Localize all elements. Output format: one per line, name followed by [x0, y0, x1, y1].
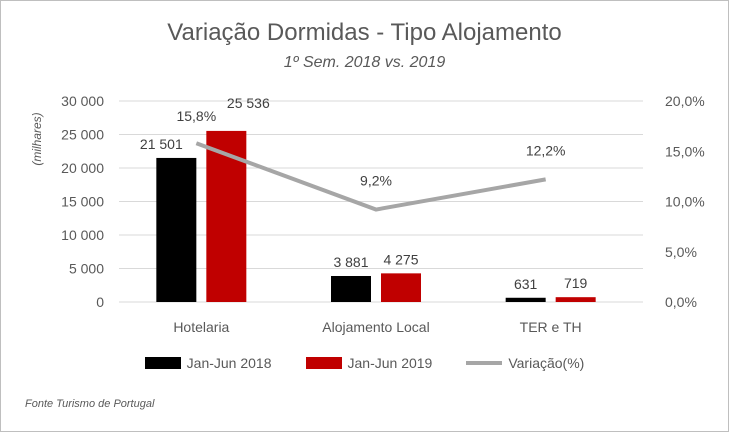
chart-title: Variação Dormidas - Tipo Alojamento: [167, 19, 562, 46]
bar-2019: [381, 273, 421, 302]
legend: Jan-Jun 2018 Jan-Jun 2019 Variação(%): [1, 355, 728, 371]
y-tick-label: 25 000: [61, 127, 104, 143]
legend-swatch: [144, 357, 181, 369]
bar-2019: [206, 130, 247, 302]
legend-label: Jan-Jun 2018: [186, 355, 272, 371]
line-data-label: 15,8%: [176, 108, 216, 124]
source-note: Fonte Turismo de Portugal: [25, 398, 155, 410]
y2-tick-label: 15,0%: [665, 143, 705, 159]
bar-2018: [156, 157, 197, 302]
y-tick-label: 10 000: [61, 227, 104, 243]
data-label: 4 275: [383, 251, 418, 267]
data-label: 3 881: [333, 254, 368, 270]
y-tick-label: 0: [96, 294, 104, 310]
legend-swatch: [305, 357, 342, 369]
bar-2018: [331, 275, 371, 302]
y-tick-label: 15 000: [61, 194, 104, 210]
y-tick-label: 30 000: [61, 93, 104, 109]
y2-tick-label: 5,0%: [665, 244, 697, 260]
plot-area: 0 5 000 10 000 15 000 20 000 25 000 30 000 0,0%…: [30, 93, 705, 335]
y2-tick-label: 0,0%: [665, 294, 697, 310]
legend-label: Variação(%): [508, 355, 585, 371]
y-axis-label: (milhares): [30, 112, 44, 165]
line-data-label: 9,2%: [360, 173, 392, 189]
data-label: 21 501: [140, 136, 183, 152]
line-data-label: 12,2%: [526, 142, 566, 158]
x-tick-label: Hotelaria: [173, 319, 229, 335]
data-label: 719: [564, 275, 588, 291]
legend-line: [466, 361, 503, 365]
chart-subtitle: 1º Sem. 2018 vs. 2019: [283, 54, 446, 71]
data-label: 631: [514, 276, 538, 292]
data-label: 25 536: [227, 95, 270, 111]
bar-2018: [505, 297, 546, 302]
legend-item-variacao: Variação(%): [466, 355, 584, 371]
y2-tick-label: 10,0%: [665, 194, 705, 210]
y-tick-label: 20 000: [61, 160, 104, 176]
y2-tick-label: 20,0%: [665, 93, 705, 109]
legend-item-2018: Jan-Jun 2018: [144, 355, 272, 371]
bar-2019: [555, 297, 596, 302]
line-variacao: [195, 141, 547, 212]
x-tick-label: Alojamento Local: [322, 319, 429, 335]
legend-label: Jan-Jun 2019: [347, 355, 433, 371]
legend-item-2019: Jan-Jun 2019: [305, 355, 433, 371]
y-tick-label: 5 000: [69, 261, 104, 277]
x-tick-label: TER e TH: [520, 319, 582, 335]
